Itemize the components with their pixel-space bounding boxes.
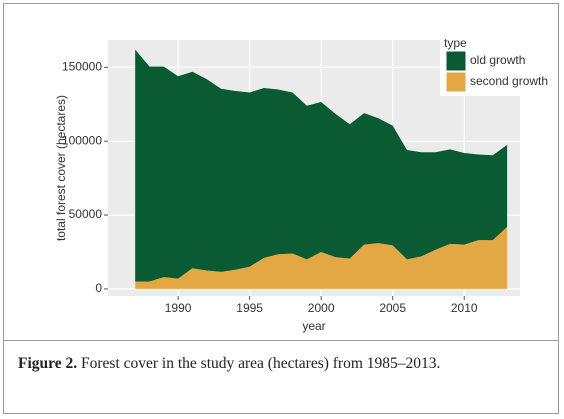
legend-title: type — [444, 36, 467, 50]
y-tick-label: 100000 — [62, 133, 102, 147]
x-tick-label: 2010 — [451, 301, 478, 315]
caption: Figure 2. Forest cover in the study area… — [18, 352, 538, 376]
caption-label: Figure 2. — [18, 355, 78, 372]
y-tick-label: 150000 — [62, 60, 102, 74]
legend-swatch — [445, 50, 467, 72]
x-tick-label: 2005 — [379, 301, 406, 315]
area — [135, 49, 508, 282]
figure-frame — [3, 3, 559, 414]
legend-swatch — [445, 71, 467, 93]
legend-label: second growth — [470, 74, 548, 88]
y-tick-label: 50000 — [69, 207, 103, 221]
x-tick-label: 2000 — [308, 301, 335, 315]
area — [135, 226, 508, 289]
caption-text: Forest cover in the study area (hectares… — [81, 355, 441, 372]
legend-label: old growth — [470, 53, 525, 67]
caption-separator — [3, 340, 559, 341]
x-tick-label: 1990 — [165, 301, 192, 315]
y-tick-label: 0 — [95, 281, 102, 295]
y-axis-title: total forest cover (hectares) — [54, 95, 68, 241]
x-axis-title: year — [302, 319, 325, 333]
x-tick-label: 1995 — [236, 301, 263, 315]
